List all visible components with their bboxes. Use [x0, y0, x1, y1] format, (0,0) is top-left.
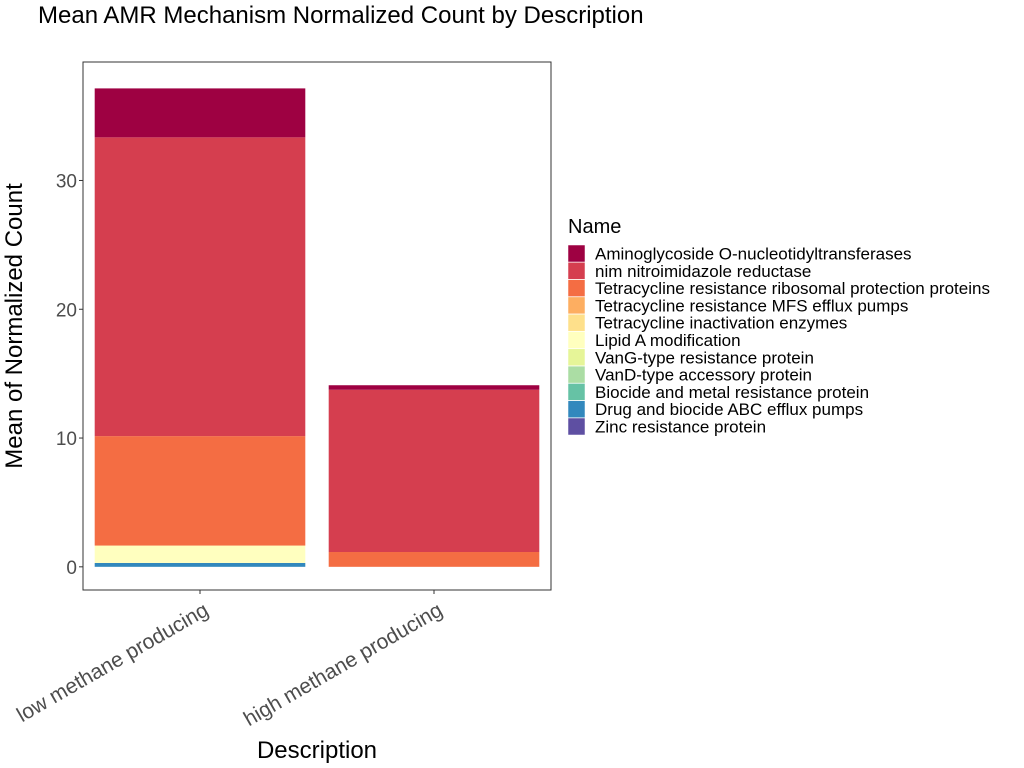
x-tick-label: low methane producing: [13, 598, 213, 726]
legend-swatch: [567, 296, 586, 315]
legend-title: Name: [568, 216, 621, 238]
y-tick-label: 0: [66, 558, 77, 579]
bars: [94, 88, 540, 567]
legend-swatch: [567, 244, 586, 263]
legend-label: Lipid A modification: [595, 331, 741, 350]
legend-label: Tetracycline resistance MFS efflux pumps: [595, 296, 908, 315]
legend-label: VanG-type resistance protein: [595, 348, 814, 367]
y-tick-label: 20: [56, 300, 77, 321]
legend-swatch: [567, 279, 586, 297]
bar-segment: [328, 385, 540, 390]
legend-items: Aminoglycoside O-nucleotidyltransferases…: [567, 244, 990, 437]
legend-swatch: [567, 313, 586, 332]
legend-swatch: [567, 365, 586, 384]
bar-segment: [94, 436, 306, 546]
bar-segment: [94, 137, 306, 437]
x-axis-label: Description: [257, 737, 377, 764]
legend-label: Tetracycline resistance ribosomal protec…: [595, 279, 990, 298]
legend-label: nim nitroimidazole reductase: [595, 262, 811, 281]
legend-swatch: [567, 417, 586, 436]
legend-swatch: [567, 262, 586, 280]
legend-label: Biocide and metal resistance protein: [595, 383, 869, 402]
legend-swatch: [567, 400, 586, 418]
legend-label: Tetracycline inactivation enzymes: [595, 314, 847, 333]
bar-segment: [94, 88, 306, 138]
y-axis: 0 10 20 30: [56, 171, 83, 579]
x-axis: low methane producing high methane produc…: [13, 590, 447, 731]
bar-segment: [328, 552, 540, 567]
y-axis-label: Mean of Normalized Count: [1, 183, 28, 469]
legend-label: Zinc resistance protein: [595, 418, 766, 437]
legend-swatch: [567, 348, 586, 367]
legend-label: Aminoglycoside O-nucleotidyltransferases: [595, 245, 912, 264]
legend-swatch: [567, 331, 586, 349]
legend-label: Drug and biocide ABC efflux pumps: [595, 400, 863, 419]
bar-segment: [328, 389, 540, 553]
bar-segment: [94, 562, 306, 567]
legend: Name Aminoglycoside O-nucleotidyltransfe…: [567, 216, 990, 437]
chart-title: Mean AMR Mechanism Normalized Count by D…: [38, 2, 644, 29]
x-tick-label: high methane producing: [240, 598, 447, 731]
legend-label: VanD-type accessory protein: [595, 366, 812, 385]
y-tick-label: 10: [56, 429, 77, 450]
bar-segment: [94, 545, 306, 563]
legend-swatch: [567, 383, 586, 401]
y-tick-label: 30: [56, 171, 77, 192]
